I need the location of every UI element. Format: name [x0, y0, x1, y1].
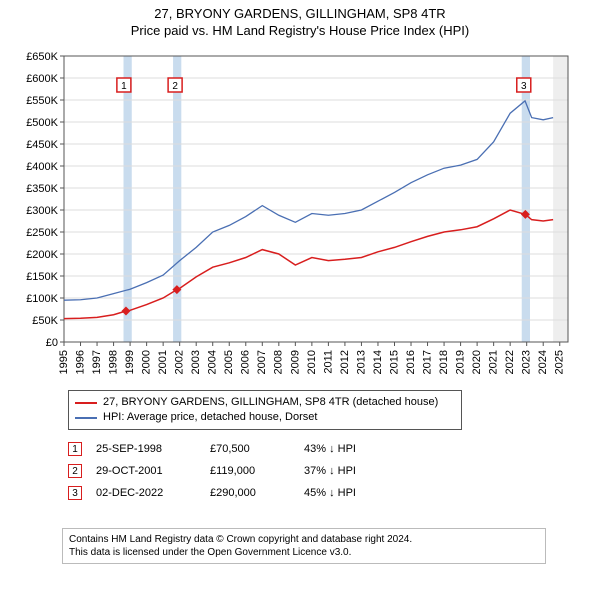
sale-marker-num: 3: [521, 81, 527, 92]
x-tick-label: 2021: [488, 350, 500, 374]
y-tick-label: £300K: [26, 205, 58, 217]
x-tick-label: 2004: [207, 350, 219, 374]
y-tick-label: £0: [46, 337, 58, 349]
x-tick-label: 2005: [223, 350, 235, 374]
legend-row: HPI: Average price, detached house, Dors…: [75, 410, 455, 425]
x-tick-label: 2002: [174, 350, 186, 374]
y-tick-label: £500K: [26, 117, 58, 129]
sale-num-box: 1: [68, 442, 82, 456]
x-tick-label: 2008: [273, 350, 285, 374]
legend-row: 27, BRYONY GARDENS, GILLINGHAM, SP8 4TR …: [75, 395, 455, 410]
x-tick-label: 2018: [438, 350, 450, 374]
x-tick-label: 2015: [388, 350, 400, 374]
sale-row: 3 02-DEC-2022 £290,000 45% ↓ HPI: [68, 482, 394, 504]
footnote-line2: This data is licensed under the Open Gov…: [69, 546, 539, 559]
sale-num-box: 2: [68, 464, 82, 478]
x-tick-label: 2017: [421, 350, 433, 374]
sale-date: 25-SEP-1998: [96, 443, 196, 455]
sale-price: £119,000: [210, 465, 290, 477]
shaded-band: [553, 56, 568, 342]
x-tick-label: 1996: [74, 350, 86, 374]
y-tick-label: £50K: [32, 315, 58, 327]
sale-hpi: 37% ↓ HPI: [304, 465, 394, 477]
legend-swatch: [75, 417, 97, 419]
x-tick-label: 1997: [91, 350, 103, 374]
x-tick-label: 2006: [240, 350, 252, 374]
footnote-line1: Contains HM Land Registry data © Crown c…: [69, 533, 539, 546]
x-tick-label: 2003: [190, 350, 202, 374]
chart-area: £0 £50K £100K £150K £200K £250K £300K £350K £400…: [10, 48, 580, 383]
footnote-box: Contains HM Land Registry data © Crown c…: [62, 528, 546, 564]
legend-label: HPI: Average price, detached house, Dors…: [103, 410, 317, 425]
y-tick-label: £400K: [26, 161, 58, 173]
y-tick-label: £200K: [26, 249, 58, 261]
x-tick-label: 1995: [58, 350, 70, 374]
x-tick-label: 1999: [124, 350, 136, 374]
sale-marker-num: 2: [172, 81, 178, 92]
y-tick-label: £100K: [26, 293, 58, 305]
legend-swatch: [75, 402, 97, 404]
x-tick-label: 2016: [405, 350, 417, 374]
y-tick-label: £150K: [26, 271, 58, 283]
x-tick-label: 2001: [157, 350, 169, 374]
shaded-band: [522, 56, 530, 342]
x-tick-label: 2007: [256, 350, 268, 374]
x-tick-label: 2011: [322, 350, 334, 374]
title-subtitle: Price paid vs. HM Land Registry's House …: [0, 23, 600, 38]
x-tick-label: 2023: [521, 350, 533, 374]
sales-table: 1 25-SEP-1998 £70,500 43% ↓ HPI 2 29-OCT-2001…: [68, 438, 394, 504]
x-tick-label: 2019: [454, 350, 466, 374]
sale-row: 1 25-SEP-1998 £70,500 43% ↓ HPI: [68, 438, 394, 460]
sale-num-box: 3: [68, 486, 82, 500]
legend-label: 27, BRYONY GARDENS, GILLINGHAM, SP8 4TR …: [103, 395, 438, 410]
chart-figure: 27, BRYONY GARDENS, GILLINGHAM, SP8 4TR …: [0, 0, 600, 590]
x-tick-label: 1998: [107, 350, 119, 374]
sale-marker-num: 1: [121, 81, 127, 92]
x-tick-label: 2022: [504, 350, 516, 374]
title-address: 27, BRYONY GARDENS, GILLINGHAM, SP8 4TR: [0, 6, 600, 21]
sale-hpi: 45% ↓ HPI: [304, 487, 394, 499]
y-tick-label: £650K: [26, 51, 58, 63]
y-tick-label: £550K: [26, 95, 58, 107]
x-tick-label: 2000: [141, 350, 153, 374]
x-tick-label: 2014: [372, 350, 384, 374]
sale-date: 29-OCT-2001: [96, 465, 196, 477]
sale-price: £70,500: [210, 443, 290, 455]
sale-date: 02-DEC-2022: [96, 487, 196, 499]
y-tick-label: £250K: [26, 227, 58, 239]
sale-price: £290,000: [210, 487, 290, 499]
x-tick-label: 2013: [355, 350, 367, 374]
x-tick-label: 2010: [306, 350, 318, 374]
y-tick-label: £350K: [26, 183, 58, 195]
shaded-band: [123, 56, 131, 342]
x-tick-label: 2025: [554, 350, 566, 374]
chart-svg: £0 £50K £100K £150K £200K £250K £300K £350K £400…: [10, 48, 580, 378]
sale-hpi: 43% ↓ HPI: [304, 443, 394, 455]
titles: 27, BRYONY GARDENS, GILLINGHAM, SP8 4TR …: [0, 0, 600, 38]
shaded-band: [173, 56, 181, 342]
legend-box: 27, BRYONY GARDENS, GILLINGHAM, SP8 4TR …: [68, 390, 462, 430]
y-tick-label: £600K: [26, 73, 58, 85]
y-tick-label: £450K: [26, 139, 58, 151]
x-tick-label: 2012: [339, 350, 351, 374]
x-tick-label: 2009: [289, 350, 301, 374]
x-tick-label: 2024: [537, 350, 549, 374]
sale-row: 2 29-OCT-2001 £119,000 37% ↓ HPI: [68, 460, 394, 482]
x-tick-label: 2020: [471, 350, 483, 374]
